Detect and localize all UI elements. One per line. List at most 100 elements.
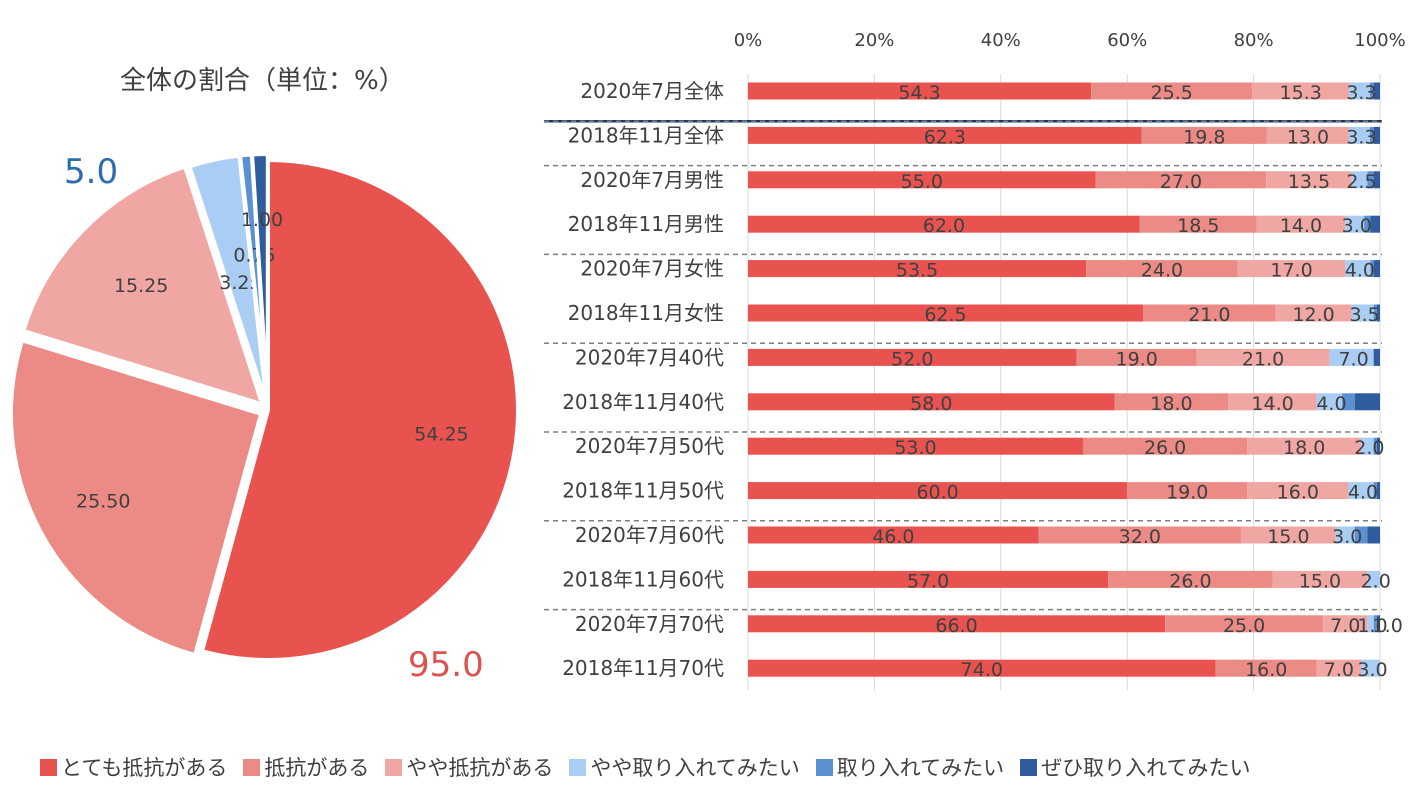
bar-data-label: 13.5: [1288, 171, 1330, 193]
pie-slice: [199, 157, 521, 662]
bar-segment: [1367, 615, 1374, 633]
bar-segment: [1095, 171, 1267, 189]
bar-data-label: 27.0: [1160, 171, 1202, 193]
pie-slice: [20, 164, 266, 408]
bar-segment: [1247, 437, 1362, 455]
legend-item: 抵抗がある: [243, 752, 369, 782]
bar-segment: [1364, 215, 1371, 233]
bar-data-label: 19.0: [1166, 482, 1208, 504]
bar-segment: [1272, 570, 1368, 588]
bar-segment: [748, 348, 1077, 366]
category-label: 2020年7月50代: [575, 434, 724, 458]
pie-slice-label: 54.25: [414, 423, 468, 445]
bar-data-label: 21.0: [1242, 348, 1284, 370]
legend-swatch: [243, 758, 261, 776]
x-tick-label: 60%: [1107, 30, 1147, 51]
bar-segment: [1086, 260, 1238, 278]
bar-segment: [748, 260, 1087, 278]
legend-item: やや取り入れてみたい: [569, 752, 800, 782]
bar-segment: [748, 304, 1143, 322]
bar-segment: [1367, 570, 1380, 588]
bar-data-label: 15.0: [1267, 526, 1309, 548]
bar-data-label: 3.0: [1332, 526, 1362, 548]
bar-segment: [1240, 526, 1336, 544]
bar-segment: [748, 526, 1039, 544]
bar-segment: [1091, 82, 1253, 100]
bar-segment: [1351, 304, 1374, 322]
bar-data-label: 12.0: [1292, 304, 1334, 326]
bar-data-label: 58.0: [910, 393, 952, 415]
bar-segment: [1345, 215, 1365, 233]
pie-title: 全体の割合（単位：%）: [120, 66, 405, 96]
x-tick-label: 0%: [734, 30, 763, 51]
bar-segment: [1114, 393, 1229, 411]
bar-segment: [1076, 348, 1197, 366]
legend-label: とても抵抗がある: [61, 756, 228, 780]
x-tick-label: 80%: [1234, 30, 1274, 51]
bar-segment: [1266, 171, 1352, 189]
pie-slice-label: 25.50: [76, 491, 130, 513]
bar-data-label: 3.3: [1346, 82, 1376, 104]
legend-label: 抵抗がある: [264, 756, 370, 780]
bar-segment: [748, 570, 1109, 588]
bar-data-label: 7.0: [1330, 615, 1360, 637]
x-tick-label: 20%: [854, 30, 894, 51]
bar-segment: [1237, 260, 1346, 278]
legend-swatch: [815, 758, 833, 776]
bar-segment: [1373, 82, 1380, 100]
category-label: 2018年11月男性: [568, 212, 724, 236]
bar-data-label: 53.5: [896, 260, 938, 282]
bar-segment: [748, 126, 1142, 144]
bar-segment: [1275, 304, 1352, 322]
legend-label: 取り入れてみたい: [836, 756, 1005, 780]
bar-segment: [1367, 526, 1380, 544]
bar-data-label: 62.3: [924, 126, 966, 148]
bar-data-label: 26.0: [1144, 437, 1186, 459]
bar-data-label: 55.0: [901, 171, 943, 193]
bar-data-label: 1.0: [1357, 615, 1387, 637]
bar-data-label: 3.5: [1350, 304, 1380, 326]
bar-data-label: 2.0: [1354, 437, 1384, 459]
pie-slice: [249, 152, 270, 405]
bar-data-label: 15.0: [1299, 570, 1341, 592]
bar-segment: [1335, 526, 1355, 544]
legend: とても抵抗がある 抵抗がある やや抵抗がある やや取り入れてみたい 取り入れてみ…: [40, 752, 1266, 782]
pie-slice-label: 1.00: [241, 209, 283, 231]
bar-segment: [1370, 215, 1380, 233]
pie-slice: [9, 337, 264, 658]
bar-data-label: 15.3: [1280, 82, 1322, 104]
category-label: 2020年7月全体: [580, 79, 724, 103]
bar-segment: [1367, 171, 1374, 189]
legend-item: とても抵抗がある: [40, 752, 227, 782]
legend-swatch: [40, 758, 57, 776]
bar-data-label: 26.0: [1169, 570, 1211, 592]
bar-data-label: 19.0: [1116, 348, 1158, 370]
pie-group-total-label: 95.0: [408, 645, 484, 685]
pie-slice-label: 3.25: [219, 272, 261, 294]
bar-segment: [1228, 393, 1317, 411]
legend-label: やや取り入れてみたい: [590, 756, 800, 780]
bar-data-label: 16.0: [1277, 482, 1319, 504]
category-label: 2018年11月40代: [562, 390, 724, 414]
category-label: 2020年7月70代: [575, 612, 724, 636]
x-tick-label: 40%: [981, 30, 1021, 51]
bar-data-label: 7.0: [1324, 659, 1354, 681]
bar-segment: [1139, 215, 1257, 233]
bar-data-label: 62.0: [923, 215, 965, 237]
legend-item: ぜひ取り入れてみたい: [1020, 752, 1250, 782]
bar-data-label: 4.0: [1316, 393, 1346, 415]
bar-segment: [748, 82, 1092, 100]
bar-data-label: 62.5: [924, 304, 966, 326]
bar-segment: [1376, 482, 1380, 500]
bar-data-label: 2.0: [1361, 570, 1391, 592]
bar-segment: [1038, 526, 1241, 544]
category-label: 2020年7月60代: [575, 523, 724, 547]
legend-item: 取り入れてみたい: [815, 752, 1005, 782]
bar-segment: [748, 659, 1216, 677]
bar-data-label: 32.0: [1119, 526, 1161, 548]
bar-segment: [1373, 171, 1380, 189]
bar-segment: [748, 393, 1115, 411]
pie-group-total-label: 5.0: [64, 152, 118, 192]
bar-segment: [1316, 393, 1343, 411]
bar-segment: [1342, 393, 1355, 411]
